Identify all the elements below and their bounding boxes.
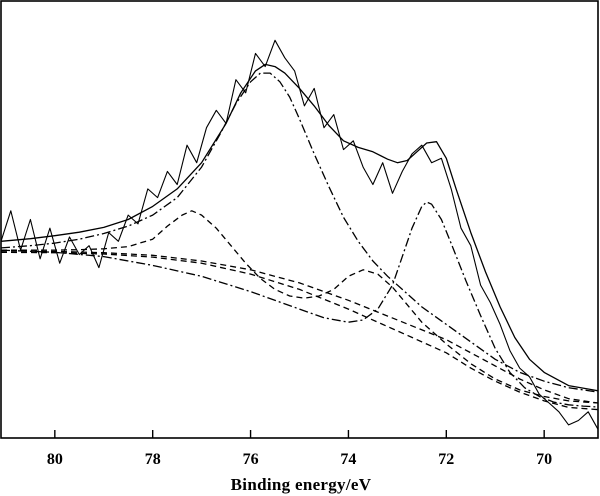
x-tick-label: 70: [536, 451, 552, 468]
x-axis: 80 78 76 74 72 70: [47, 430, 552, 468]
x-tick-label: 72: [438, 451, 454, 468]
x-tick-label: 80: [47, 451, 63, 468]
x-tick-label: 78: [145, 451, 161, 468]
series-line-background-upper: [0, 250, 599, 404]
series-line-component-peak-77.3: [1, 210, 599, 404]
x-axis-title: Binding energy/eV: [231, 475, 372, 494]
x-tick-label: 74: [340, 451, 356, 468]
series-line-background-lower: [0, 251, 599, 411]
series-line-component-peak-75.7: [0, 72, 599, 393]
series-line-fitted-envelope: [0, 63, 599, 392]
series-layer: [0, 39, 599, 430]
x-tick-label: 76: [243, 451, 259, 468]
series-line-component-peak-72.4: [0, 201, 599, 408]
plot-frame: [0, 0, 599, 439]
